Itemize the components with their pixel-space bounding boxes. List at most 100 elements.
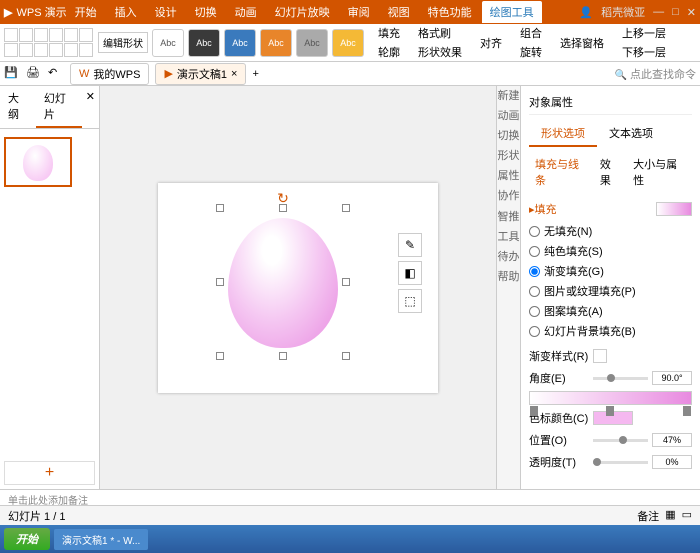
sb-new[interactable]: 新建 [498, 90, 520, 102]
undo-icon[interactable]: ↶ [48, 66, 64, 82]
subtab-fill[interactable]: 填充与线条 [529, 153, 594, 191]
property-pane: 对象属性 形状选项 文本选项 填充与线条 效果 大小与属性 ▸ 填充 无填充(N… [520, 86, 700, 489]
slide-1[interactable]: ↻ ✎ ◧ ⬚ [158, 183, 438, 393]
close-panel[interactable]: ✕ [82, 86, 99, 128]
style-4[interactable]: Abc [260, 29, 292, 57]
style-6[interactable]: Abc [332, 29, 364, 57]
menu-drawtools[interactable]: 绘图工具 [482, 1, 542, 23]
sb-smart[interactable]: 智推 [498, 211, 520, 223]
pos-slider[interactable] [593, 439, 648, 442]
user-name[interactable]: 稻壳微亚 [601, 4, 645, 20]
tab-slides[interactable]: 幻灯片 [36, 86, 82, 128]
menu-trans[interactable]: 切换 [187, 1, 225, 23]
add-slide-btn[interactable]: + [4, 461, 95, 485]
user-icon[interactable]: 👤 [579, 6, 593, 19]
ribbon: 编辑形状 Abc Abc Abc Abc Abc Abc 填充 轮廓 格式刷 形… [0, 24, 700, 62]
sb-shape[interactable]: 形状 [498, 150, 520, 162]
prop-title: 对象属性 [529, 90, 692, 115]
save-icon[interactable]: 💾 [4, 66, 20, 82]
align-btn[interactable]: 对齐 [476, 34, 506, 52]
tab-outline[interactable]: 大纲 [0, 86, 36, 128]
style-3[interactable]: Abc [224, 29, 256, 57]
radio-gradient[interactable] [529, 266, 540, 277]
radio-solid[interactable] [529, 246, 540, 257]
subtab-size[interactable]: 大小与属性 [627, 153, 692, 191]
search-box[interactable]: 🔍 点此查找命令 [615, 66, 696, 82]
grad-preset[interactable] [593, 349, 607, 363]
slide-thumb-1[interactable]: 1 [4, 137, 72, 187]
rotate-btn[interactable]: 旋转 [516, 43, 546, 61]
format-btn[interactable]: 格式刷 [414, 24, 466, 42]
handle-se[interactable] [342, 352, 350, 360]
tab-doc1[interactable]: ▶演示文稿1× [155, 63, 246, 85]
notes-pane[interactable]: 单击此处添加备注 [0, 489, 700, 505]
max-icon[interactable]: □ [672, 6, 679, 18]
task-wps[interactable]: 演示文稿1 * - W... [54, 529, 148, 550]
menu-show[interactable]: 幻灯片放映 [267, 1, 338, 23]
opac-slider[interactable] [593, 461, 648, 464]
angle-val[interactable]: 90.0° [652, 371, 692, 385]
handle-ne[interactable] [342, 204, 350, 212]
angle-slider[interactable] [593, 377, 648, 380]
selpane-btn[interactable]: 选择窗格 [556, 34, 608, 52]
print-icon[interactable]: 🖨 [26, 66, 42, 82]
shape-gallery[interactable] [4, 28, 94, 57]
handle-s[interactable] [279, 352, 287, 360]
tab-text-opts[interactable]: 文本选项 [597, 121, 665, 147]
canvas[interactable]: ↻ ✎ ◧ ⬚ [100, 86, 496, 489]
opac-val[interactable]: 0% [652, 455, 692, 469]
tab-shape-opts[interactable]: 形状选项 [529, 121, 597, 147]
right-sidebar: 新建 动画 切换 形状 属性 协作 智推 工具 待办 帮助 [496, 86, 520, 489]
float-fill[interactable]: ◧ [398, 261, 422, 285]
handle-nw[interactable] [216, 204, 224, 212]
addtab-btn[interactable]: + [252, 68, 258, 80]
float-tools: ✎ ◧ ⬚ [398, 233, 422, 313]
pos-val[interactable]: 47% [652, 433, 692, 447]
handle-sw[interactable] [216, 352, 224, 360]
style-1[interactable]: Abc [152, 29, 184, 57]
menu-view[interactable]: 视图 [380, 1, 418, 23]
float-more[interactable]: ⬚ [398, 289, 422, 313]
menu-design[interactable]: 设计 [147, 1, 185, 23]
sb-anim[interactable]: 动画 [498, 110, 520, 122]
sb-trans[interactable]: 切换 [498, 130, 520, 142]
view-normal[interactable]: ▦ [665, 508, 675, 524]
menu-review[interactable]: 审阅 [340, 1, 378, 23]
outline-btn[interactable]: 轮廓 [374, 43, 404, 61]
view-sorter[interactable]: ▭ [682, 508, 692, 524]
down-btn[interactable]: 下移一层 [618, 43, 670, 61]
fill-swatch[interactable] [656, 202, 692, 216]
menu-special[interactable]: 特色功能 [420, 1, 480, 23]
sb-help[interactable]: 帮助 [498, 271, 520, 283]
notes-btn[interactable]: 备注 [637, 508, 659, 524]
sb-collab[interactable]: 协作 [498, 190, 520, 202]
fill-header[interactable]: ▸ 填充 [529, 201, 692, 217]
radio-picture[interactable] [529, 286, 540, 297]
float-edit[interactable]: ✎ [398, 233, 422, 257]
style-2[interactable]: Abc [188, 29, 220, 57]
radio-nofill[interactable] [529, 226, 540, 237]
shapefx-btn[interactable]: 形状效果 [414, 43, 466, 61]
start-button[interactable]: 开始 [4, 528, 50, 550]
up-btn[interactable]: 上移一层 [618, 24, 670, 42]
close-icon[interactable]: ✕ [687, 6, 696, 19]
min-icon[interactable]: — [653, 6, 664, 18]
handle-w[interactable] [216, 278, 224, 286]
edit-shape-btn[interactable]: 编辑形状 [98, 32, 148, 53]
group-btn[interactable]: 组合 [516, 24, 546, 42]
gradient-preview[interactable] [529, 391, 692, 405]
handle-e[interactable] [342, 278, 350, 286]
menu-anim[interactable]: 动画 [227, 1, 265, 23]
radio-pattern[interactable] [529, 306, 540, 317]
handle-n[interactable] [279, 204, 287, 212]
radio-slidebg[interactable] [529, 326, 540, 337]
sb-todo[interactable]: 待办 [498, 251, 520, 263]
menu-insert[interactable]: 插入 [107, 1, 145, 23]
sb-tools[interactable]: 工具 [498, 231, 520, 243]
fill-btn[interactable]: 填充 [374, 24, 404, 42]
menu-start[interactable]: 开始 [67, 1, 105, 23]
sb-prop[interactable]: 属性 [498, 170, 520, 182]
style-5[interactable]: Abc [296, 29, 328, 57]
subtab-fx[interactable]: 效果 [594, 153, 627, 191]
tab-mywps[interactable]: W我的WPS [70, 63, 149, 85]
